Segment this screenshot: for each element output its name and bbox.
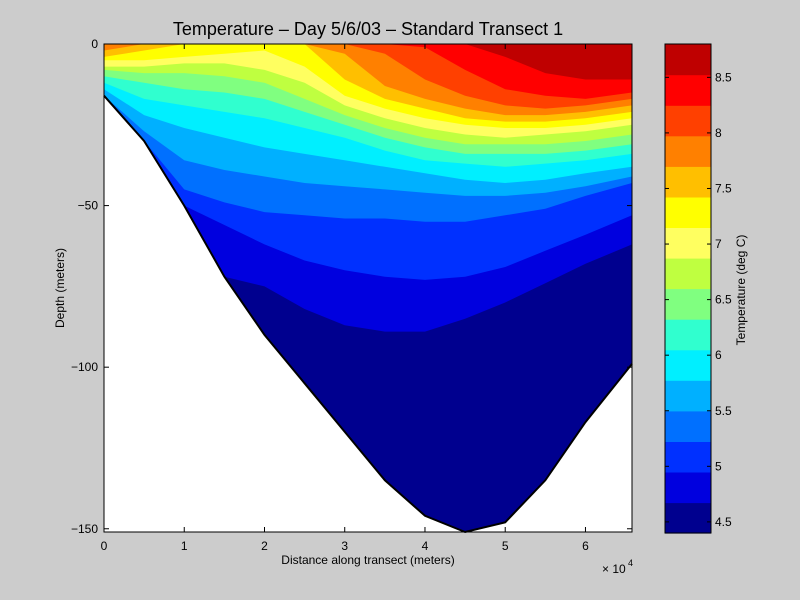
plot-frame <box>103 43 633 533</box>
colorbar-frame <box>664 43 712 534</box>
colorbar-swatch <box>665 380 711 412</box>
colorbar-swatch <box>665 257 711 290</box>
colorbar-swatch <box>665 410 711 442</box>
x-tick-label: 0 <box>101 539 108 553</box>
colorbar-swatch <box>665 135 711 167</box>
colorbar-swatch <box>665 502 711 534</box>
y-tick-label: 0 <box>91 37 98 51</box>
colorbar-tick-label: 8 <box>715 126 722 140</box>
colorbar: 4.5 5 5.5 6 6.5 7 7.5 8 8.5 Temperature (deg C) <box>664 43 748 534</box>
colorbar-swatch <box>665 74 711 106</box>
colorbar-swatch <box>665 349 711 381</box>
y-tick-label: −50 <box>78 199 99 213</box>
colorbar-swatch <box>665 227 711 259</box>
colorbar-swatch <box>665 441 711 473</box>
colorbar-tick-label: 5 <box>715 459 722 473</box>
colorbar-tick-label: 4.5 <box>715 515 732 529</box>
x-tick-label: 2 <box>261 539 268 553</box>
x-axis-label: Distance along transect (meters) <box>281 553 454 567</box>
bathymetry-line <box>103 95 633 534</box>
colorbar-label: Temperature (deg C) <box>734 235 748 346</box>
y-axis-ticks: 0 −50 −100 −150 <box>71 37 632 536</box>
seabed-mask <box>104 95 632 532</box>
plot-area: 0 1 2 3 4 5 6 0 −50 −100 −150 <box>71 37 633 553</box>
colorbar-tick-label: 5.5 <box>715 404 732 418</box>
colorbar-swatch <box>665 105 711 137</box>
x-tick-label: 6 <box>582 539 589 553</box>
colorbar-ticks: 4.5 5 5.5 6 6.5 7 7.5 8 8.5 <box>665 70 732 529</box>
colorbar-tick-label: 7.5 <box>715 181 732 195</box>
colorbar-swatch <box>665 319 711 351</box>
colorbar-tick-label: 6.5 <box>715 293 732 307</box>
colorbar-swatch <box>665 166 711 198</box>
x-tick-label: 3 <box>341 539 348 553</box>
contour-band-8.25 <box>104 44 632 99</box>
y-tick-label: −100 <box>71 360 98 374</box>
chart-title: Temperature – Day 5/6/03 – Standard Tran… <box>173 19 563 39</box>
temperature-contour-layer <box>104 44 632 532</box>
colorbar-swatch <box>665 196 711 228</box>
x-multiplier-exponent: 4 <box>628 558 633 568</box>
x-multiplier-text: × 10 <box>602 562 626 576</box>
y-tick-label: −150 <box>71 522 98 536</box>
x-tick-label: 1 <box>181 539 188 553</box>
colorbar-tick-label: 8.5 <box>715 70 732 84</box>
x-multiplier: × 10 4 <box>602 558 633 576</box>
colorbar-swatches <box>665 44 711 534</box>
x-axis-ticks: 0 1 2 3 4 5 6 <box>101 44 589 553</box>
x-tick-label: 5 <box>502 539 509 553</box>
colorbar-swatch <box>665 44 711 76</box>
colorbar-swatch <box>665 288 711 320</box>
colorbar-tick-label: 7 <box>715 237 722 251</box>
y-axis-label: Depth (meters) <box>53 248 67 328</box>
colorbar-swatch <box>665 471 711 504</box>
colorbar-tick-label: 6 <box>715 348 722 362</box>
contour-band-8.525 <box>104 44 632 80</box>
x-tick-label: 4 <box>422 539 429 553</box>
